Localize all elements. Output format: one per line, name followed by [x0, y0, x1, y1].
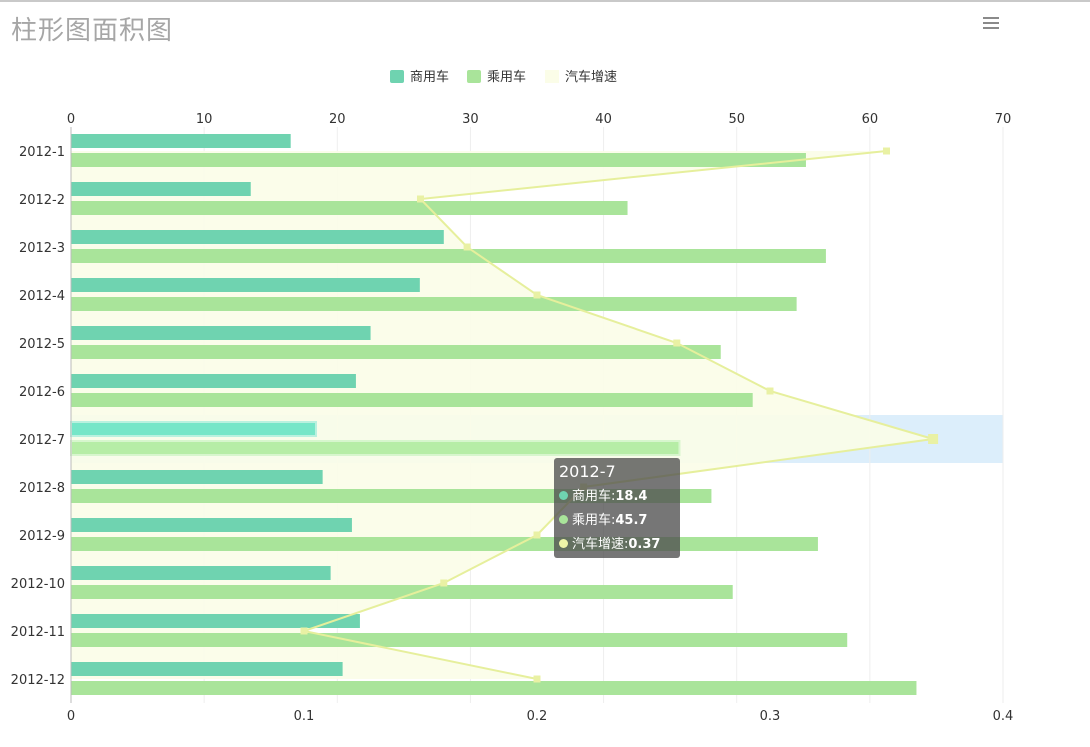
bar-commercial: [71, 470, 323, 484]
top-axis-tick-label: 50: [728, 112, 745, 127]
bar-passenger: [71, 297, 797, 311]
bar-commercial: [70, 421, 317, 437]
growth-point: [883, 147, 890, 155]
tooltip-row-growth: 汽车增速:0.37: [559, 533, 675, 557]
bar-commercial: [71, 182, 251, 196]
bar-passenger: [71, 489, 712, 503]
tooltip-label-growth: 汽车增速:: [572, 537, 629, 552]
bar-commercial: [71, 614, 360, 628]
bar-passenger: [71, 201, 628, 215]
tooltip-row-passenger: 乘用车:45.7: [559, 509, 675, 533]
top-axis-tick-label: 70: [995, 112, 1012, 127]
growth-point: [533, 291, 541, 299]
tooltip-row-commercial: 商用车:18.4: [559, 485, 675, 509]
category-label: 2012-7: [19, 433, 65, 448]
growth-point: [463, 243, 471, 251]
legend-swatch: [390, 70, 404, 83]
category-label: 2012-12: [11, 673, 65, 688]
bar-commercial: [71, 662, 343, 676]
hamburger-menu-icon[interactable]: [983, 17, 999, 29]
bar-passenger: [71, 153, 806, 167]
growth-line: [300, 150, 934, 680]
top-axis-tick-label: 30: [462, 112, 479, 127]
tooltip-value-commercial: 18.4: [615, 489, 648, 504]
top-axis-tick-label: 40: [595, 112, 612, 127]
tooltip-dot-commercial: [559, 491, 568, 500]
bottom-axis-tick-label: 0.3: [760, 709, 781, 724]
category-label: 2012-4: [19, 289, 65, 304]
tooltip-value-passenger: 45.7: [615, 513, 648, 528]
growth-point: [440, 579, 448, 587]
category-label: 2012-3: [19, 241, 65, 256]
growth-point: [533, 531, 541, 539]
legend-swatch: [467, 70, 481, 83]
growth-point: [533, 675, 541, 683]
legend-label: 乘用车: [487, 69, 526, 85]
bottom-axis-tick-label: 0.4: [993, 709, 1014, 724]
bar-passenger: [71, 345, 721, 359]
tooltip-dot-growth: [559, 539, 568, 548]
top-border: [0, 0, 1090, 2]
bar-passenger: [71, 393, 753, 407]
bottom-axis-tick-label: 0.1: [294, 709, 315, 724]
category-label: 2012-1: [19, 145, 65, 160]
top-axis-tick-label: 60: [862, 112, 879, 127]
category-label: 2012-9: [19, 529, 65, 544]
tooltip-label-passenger: 乘用车:: [572, 513, 616, 528]
tooltip-label-commercial: 商用车:: [572, 489, 616, 504]
bar-commercial: [71, 566, 331, 580]
bar-passenger: [71, 537, 818, 551]
category-label: 2012-6: [19, 385, 65, 400]
bar-passenger: [71, 249, 826, 263]
legend-swatch: [545, 70, 559, 83]
bar-commercial: [71, 134, 291, 148]
category-label: 2012-5: [19, 337, 65, 352]
top-axis-tick-label: 20: [329, 112, 346, 127]
legend-label: 商用车: [410, 69, 449, 85]
growth-point: [673, 339, 681, 347]
bar-passenger: [71, 633, 848, 647]
bar-passenger: [71, 585, 733, 599]
tooltip-title: 2012-7: [559, 462, 616, 481]
chart-title: 柱形图面积图: [11, 16, 174, 46]
tooltip-value-growth: 0.37: [628, 537, 661, 552]
top-axis-tick-label: 0: [67, 112, 75, 127]
tooltip: 2012-7 商用车:18.4 乘用车:45.7 汽车增速:0.37: [554, 458, 680, 558]
category-label: 2012-10: [11, 577, 65, 592]
bottom-axis-tick-label: 0.2: [527, 709, 548, 724]
bar-commercial: [71, 374, 356, 388]
legend-label: 汽车增速: [565, 69, 617, 85]
bar-commercial: [71, 518, 352, 532]
category-label: 2012-8: [19, 481, 65, 496]
growth-point: [417, 195, 424, 203]
bar-commercial: [71, 278, 420, 292]
growth-point: [928, 434, 939, 444]
category-label: 2012-2: [19, 193, 65, 208]
bar-commercial: [71, 230, 444, 244]
bar-passenger: [71, 681, 917, 695]
tooltip-dot-passenger: [559, 515, 568, 524]
category-label: 2012-11: [11, 625, 65, 640]
bottom-axis-tick-label: 0: [67, 709, 75, 724]
growth-point: [766, 387, 774, 395]
top-axis-tick-label: 10: [196, 112, 213, 127]
bar-passenger: [70, 440, 681, 456]
growth-point: [300, 627, 308, 635]
bar-commercial: [71, 326, 371, 340]
